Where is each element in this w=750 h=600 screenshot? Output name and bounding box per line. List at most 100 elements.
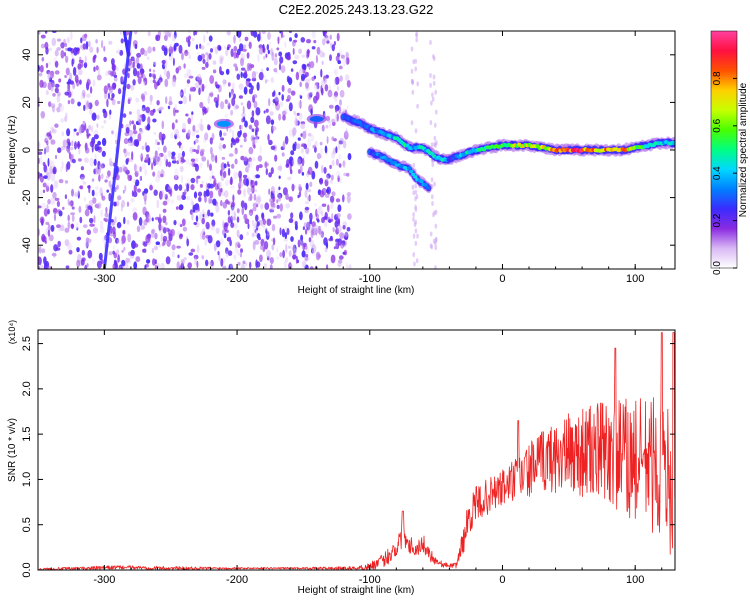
noise-speckle	[152, 258, 156, 266]
noise-speckle	[84, 264, 88, 269]
noise-speckle	[304, 228, 308, 235]
noise-speckle	[197, 206, 200, 212]
noise-speckle	[300, 121, 306, 125]
noise-speckle	[247, 186, 251, 195]
noise-speckle	[345, 128, 348, 137]
noise-speckle	[127, 99, 131, 105]
noise-speckle	[96, 123, 99, 128]
noise-speckle	[339, 232, 345, 239]
noise-speckle	[234, 158, 238, 165]
noise-speckle	[67, 214, 70, 222]
noise-speckle	[306, 189, 312, 193]
noise-speckle	[334, 95, 338, 103]
noise-speckle	[199, 162, 203, 168]
noise-speckle	[116, 183, 120, 190]
diagonal-streak	[122, 31, 130, 57]
noise-speckle	[153, 189, 158, 196]
noise-speckle	[221, 191, 225, 196]
noise-speckle	[56, 38, 62, 42]
noise-speckle	[174, 175, 178, 180]
noise-speckle	[248, 41, 252, 49]
noise-speckle	[273, 202, 276, 208]
noise-speckle	[272, 237, 276, 246]
noise-speckle	[233, 254, 237, 260]
noise-speckle	[47, 224, 51, 232]
x-tick-label: -300	[93, 574, 115, 586]
noise-speckle	[309, 212, 313, 221]
noise-speckle	[143, 219, 148, 226]
noise-speckle	[168, 100, 173, 106]
noise-speckle	[430, 142, 434, 148]
noise-speckle	[117, 254, 120, 263]
noise-speckle	[277, 165, 283, 171]
noise-speckle	[123, 216, 126, 225]
noise-speckle	[212, 69, 217, 74]
noise-speckle	[143, 91, 148, 96]
noise-speckle	[412, 59, 416, 65]
noise-speckle	[300, 164, 303, 174]
noise-speckle	[414, 128, 418, 134]
noise-speckle	[186, 183, 190, 192]
noise-speckle	[306, 221, 311, 231]
noise-speckle	[195, 76, 200, 82]
noise-speckle	[64, 194, 67, 200]
noise-speckle	[79, 173, 85, 180]
noise-speckle	[338, 259, 343, 264]
noise-speckle	[285, 203, 291, 209]
noise-speckle	[241, 118, 245, 123]
noise-speckle	[134, 179, 140, 187]
noise-speckle	[412, 233, 416, 239]
noise-speckle	[78, 126, 83, 134]
noise-speckle	[167, 161, 172, 168]
noise-speckle	[223, 163, 227, 169]
noise-speckle	[133, 139, 138, 147]
noise-speckle	[314, 140, 318, 147]
noise-speckle	[122, 113, 127, 118]
noise-speckle	[228, 127, 232, 134]
noise-speckle	[294, 33, 298, 39]
noise-speckle	[253, 31, 258, 38]
noise-speckle	[207, 95, 211, 104]
noise-speckle	[79, 45, 83, 49]
noise-speckle	[45, 90, 49, 96]
noise-speckle	[139, 175, 142, 181]
noise-speckle	[47, 182, 50, 188]
noise-speckle	[77, 158, 82, 162]
noise-speckle	[138, 118, 142, 126]
noise-speckle	[220, 56, 224, 61]
noise-speckle	[336, 85, 339, 91]
noise-speckle	[52, 207, 58, 214]
noise-speckle	[304, 206, 310, 211]
noise-speckle	[279, 31, 282, 34]
noise-speckle	[211, 175, 215, 179]
noise-speckle	[171, 34, 177, 42]
noise-speckle	[171, 78, 177, 87]
noise-speckle	[79, 185, 84, 190]
noise-speckle	[67, 242, 72, 251]
noise-speckle	[66, 128, 71, 137]
noise-speckle	[248, 124, 253, 130]
noise-speckle	[274, 53, 278, 58]
noise-speckle	[46, 172, 51, 181]
noise-speckle	[244, 36, 249, 42]
noise-speckle	[257, 236, 261, 241]
noise-speckle	[234, 149, 237, 155]
noise-speckle	[103, 217, 106, 222]
noise-speckle	[182, 122, 187, 132]
noise-speckle	[223, 132, 227, 136]
noise-speckle	[235, 52, 239, 59]
noise-speckle	[305, 147, 310, 155]
noise-speckle	[346, 191, 352, 196]
noise-speckle	[413, 222, 417, 227]
noise-speckle	[93, 55, 96, 61]
noise-speckle	[180, 145, 183, 151]
noise-speckle	[281, 84, 285, 92]
noise-speckle	[220, 101, 225, 110]
noise-speckle	[201, 66, 206, 70]
noise-speckle	[186, 83, 190, 87]
noise-speckle	[412, 216, 415, 222]
noise-speckle	[114, 216, 117, 224]
noise-speckle	[266, 256, 270, 261]
noise-speckle	[217, 93, 220, 103]
noise-speckle	[83, 62, 88, 69]
